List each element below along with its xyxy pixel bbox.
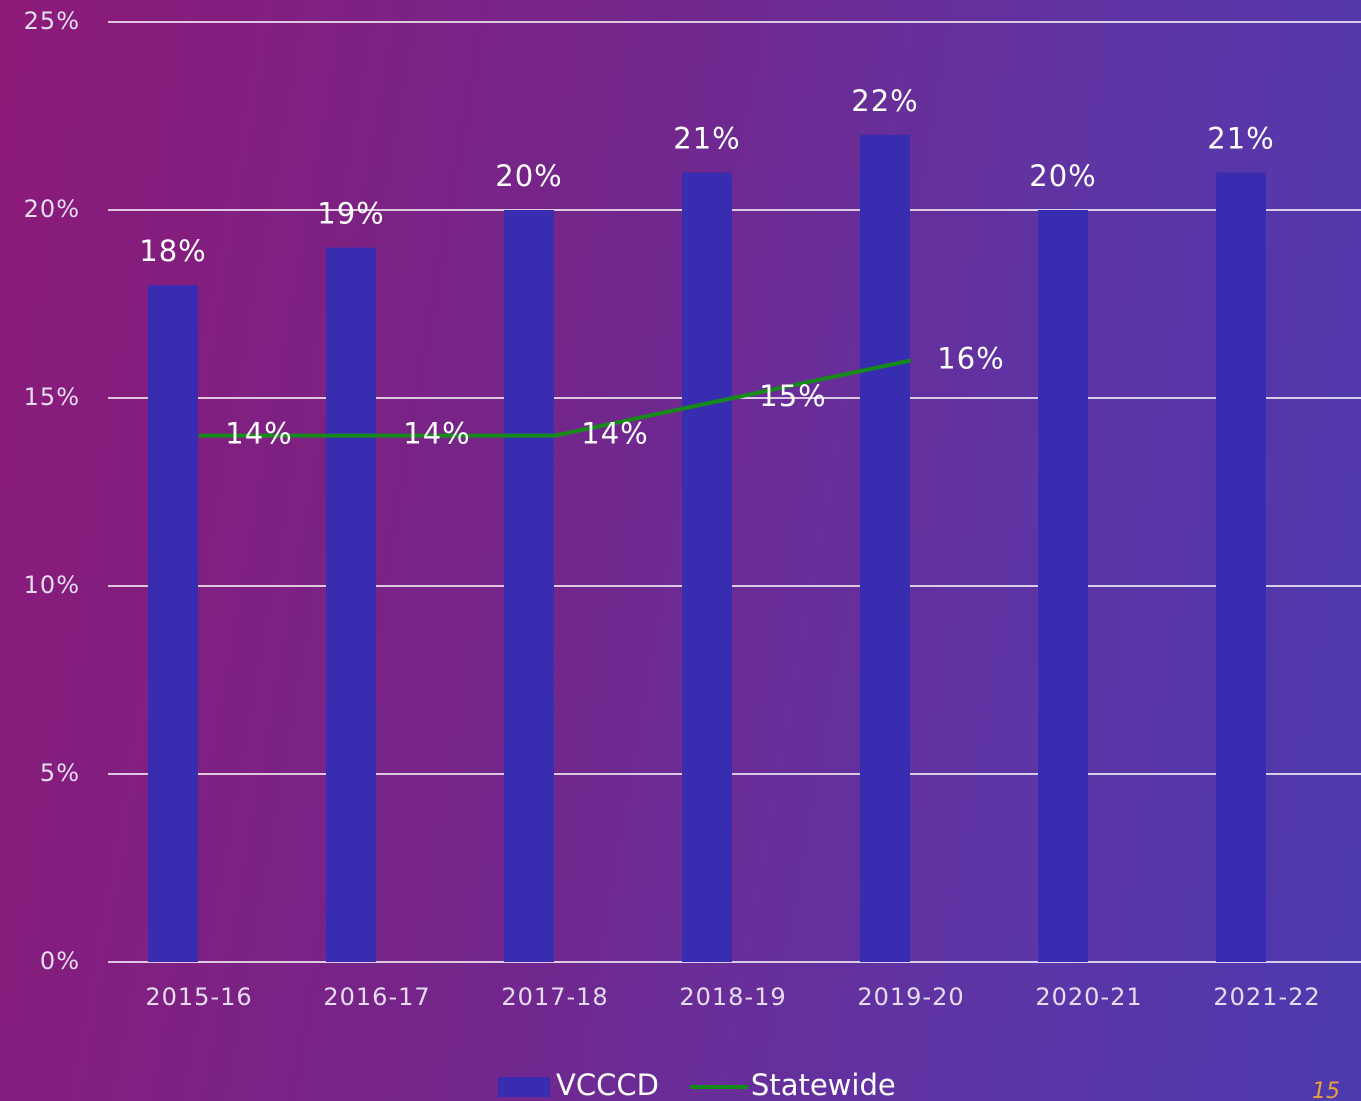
legend-swatch [498,1077,550,1097]
bar [1038,210,1088,962]
x-tick-label: 2017-18 [501,983,608,1011]
y-tick-label: 25% [24,7,80,35]
bar [682,172,732,962]
y-tick-label: 10% [24,571,80,599]
page-number: 15 [1312,1079,1340,1101]
data-label: 20% [495,159,562,193]
y-tick-label: 15% [24,383,80,411]
x-tick-label: 2021-22 [1213,983,1320,1011]
data-label: 16% [937,341,1004,375]
legend-label: VCCCD [556,1068,659,1101]
data-label: 14% [581,417,648,451]
data-label: 22% [851,84,918,118]
legend-label: Statewide [751,1068,896,1101]
x-tick-label: 2015-16 [145,983,252,1011]
bar [504,210,554,962]
bar [148,285,198,962]
chart: 15 0% 5% 10% 15% 20% 25% 2015-16 2016-17 2017-18… [0,0,1361,1101]
x-tick-label: 2020-21 [1035,983,1142,1011]
bar [326,248,376,962]
x-tick-label: 2019-20 [857,983,964,1011]
y-tick-label: 5% [40,759,80,787]
y-tick-label: 0% [40,947,80,975]
data-label: 21% [673,121,740,155]
x-tick-label: 2016-17 [323,983,430,1011]
data-label: 20% [1029,159,1096,193]
x-tick-label: 2018-19 [679,983,786,1011]
data-label: 18% [139,234,206,268]
data-label: 14% [225,417,292,451]
bar [860,135,910,962]
data-label: 15% [759,379,826,413]
data-label: 19% [317,197,384,231]
data-label: 21% [1207,121,1274,155]
data-label: 14% [403,417,470,451]
y-tick-label: 20% [24,195,80,223]
bar [1216,172,1266,962]
